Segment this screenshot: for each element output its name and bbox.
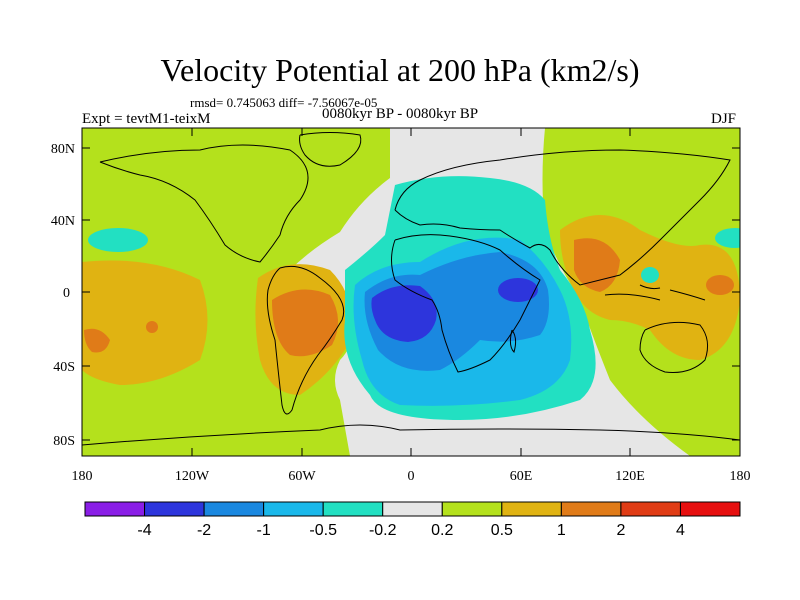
colorbar-labels: -4 -2 -1 -0.5 -0.2 0.2 0.5 1 2 4 — [137, 522, 685, 539]
lat-labels: 80N 40N 0 40S 80S — [51, 142, 75, 449]
coastline-south-america — [266, 265, 345, 415]
experiment-label: Expt = tevtM1-teixM — [82, 111, 211, 127]
field-region-positive-high-america — [272, 289, 339, 357]
field-region-negative-low-pacific — [88, 228, 148, 252]
coastline-antarctica — [82, 424, 740, 446]
colorbar-level-label: -0.5 — [309, 522, 337, 539]
colorbar-swatch — [322, 501, 384, 517]
contour-field — [82, 128, 740, 456]
colorbar-level-label: 0.5 — [491, 522, 513, 539]
colorbar-level-label: -0.2 — [369, 522, 397, 539]
colorbar-swatch — [679, 501, 741, 517]
stats-label: rmsd= 0.745063 diff= -7.56067e-05 — [190, 95, 378, 110]
lat-ticks — [82, 147, 740, 441]
coastlines — [82, 132, 740, 446]
coastline-greenland — [299, 132, 362, 167]
colorbar-swatch — [263, 501, 324, 517]
colorbar-level-label: 2 — [616, 522, 625, 539]
field-region-negative-low-dot — [641, 267, 659, 283]
coastline-australia — [639, 321, 709, 373]
field-region-positive-high-dot — [146, 321, 158, 333]
field-region-positive-high-pacific — [84, 328, 110, 353]
colorbar-swatch — [501, 501, 562, 517]
coastline-maritime-continent — [604, 284, 706, 301]
lon-label-180w: 180 — [72, 469, 93, 484]
lon-label-60e: 60E — [510, 469, 533, 484]
coastline-europe-asia — [394, 149, 731, 286]
lat-label-80n: 80N — [51, 142, 75, 157]
lon-label-60w: 60W — [288, 469, 316, 484]
lat-label-40n: 40N — [51, 214, 75, 229]
field-region-negative-strong-atlantic — [371, 285, 437, 342]
colorbar-level-label: 1 — [557, 522, 566, 539]
colorbar-level-label: -2 — [197, 522, 211, 539]
colorbar-swatch — [382, 501, 443, 517]
lon-label-180e: 180 — [730, 469, 751, 484]
colorbar-level-label: -4 — [137, 522, 151, 539]
lat-label-40s: 40S — [53, 360, 75, 375]
field-region-positive-high-west-pacific — [706, 275, 734, 295]
colorbar-swatch — [560, 501, 622, 517]
lon-label-120e: 120E — [615, 469, 645, 484]
colorbar-swatch — [144, 501, 205, 517]
coastline-north-america — [99, 144, 309, 263]
colorbar-level-label: 4 — [676, 522, 685, 539]
lon-ticks — [191, 128, 631, 456]
colorbar-level-label: -1 — [257, 522, 271, 539]
field-region-negative-strong-africa — [498, 278, 538, 302]
field-region-positive-high-asia — [574, 238, 620, 292]
colorbar-swatch — [620, 501, 681, 517]
period-label: 0080kyr BP - 0080kyr BP — [322, 106, 479, 122]
colorbar-swatch — [203, 501, 265, 517]
field-region-positive-mid-pacific — [82, 260, 208, 385]
lat-label-80s: 80S — [53, 434, 75, 449]
colorbar-swatch — [441, 501, 503, 517]
field-region-negative-low-east — [715, 228, 740, 248]
colorbar-swatch — [84, 501, 146, 517]
lon-label-0: 0 — [408, 469, 415, 484]
colorbar — [84, 501, 741, 517]
coastline-africa — [391, 234, 541, 373]
lat-label-0: 0 — [63, 286, 70, 301]
colorbar-level-label: 0.2 — [431, 522, 453, 539]
coastline-madagascar — [509, 329, 517, 353]
lon-label-120w: 120W — [175, 469, 210, 484]
lon-labels: 180 120W 60W 0 60E 120E 180 — [72, 469, 751, 484]
map-title: Velocity Potential at 200 hPa (km2/s) — [160, 52, 640, 88]
season-label: DJF — [711, 111, 737, 127]
